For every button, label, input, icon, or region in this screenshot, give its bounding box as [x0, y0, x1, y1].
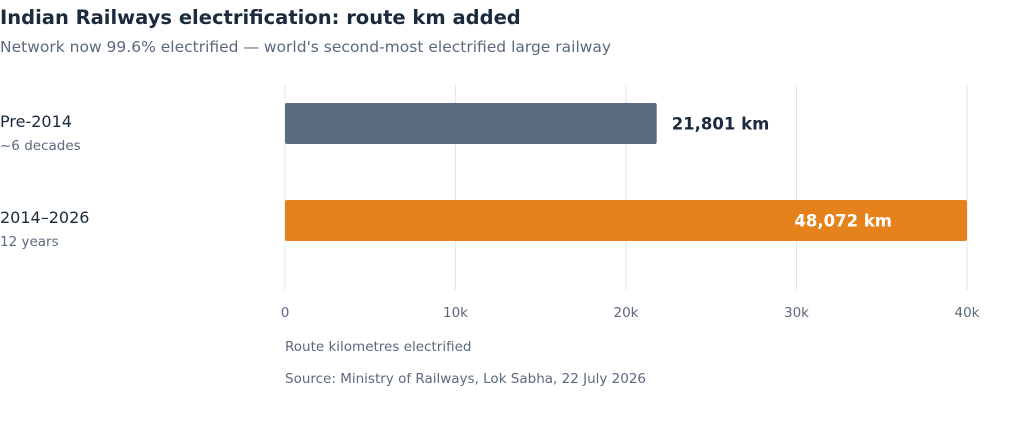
x-axis-title: Route kilometres electrified [285, 339, 472, 355]
category-label-2014-2026: 2014–2026 [0, 208, 90, 227]
x-tick-label: 0 [281, 305, 290, 321]
category-sublabel-2014-2026: 12 years [0, 234, 59, 250]
bar-value-label: 48,072 km [794, 212, 892, 231]
source-note: Source: Ministry of Railways, Lok Sabha,… [285, 371, 647, 387]
bar-value-label: 21,801 km [672, 115, 770, 134]
chart-title: Indian Railways electrification: route k… [0, 6, 521, 29]
chart-subtitle: Network now 99.6% electrified — world's … [0, 38, 612, 56]
x-tick-label: 30k [784, 305, 809, 321]
x-tick-label: 10k [443, 305, 468, 321]
x-tick-label: 20k [614, 305, 639, 321]
category-label-pre-2014: Pre-2014 [0, 112, 72, 131]
bar-2014-2026 [285, 200, 967, 241]
x-tick-label: 40k [955, 305, 980, 321]
bar-pre-2014 [285, 103, 657, 144]
category-sublabel-pre-2014: ~6 decades [0, 138, 81, 154]
